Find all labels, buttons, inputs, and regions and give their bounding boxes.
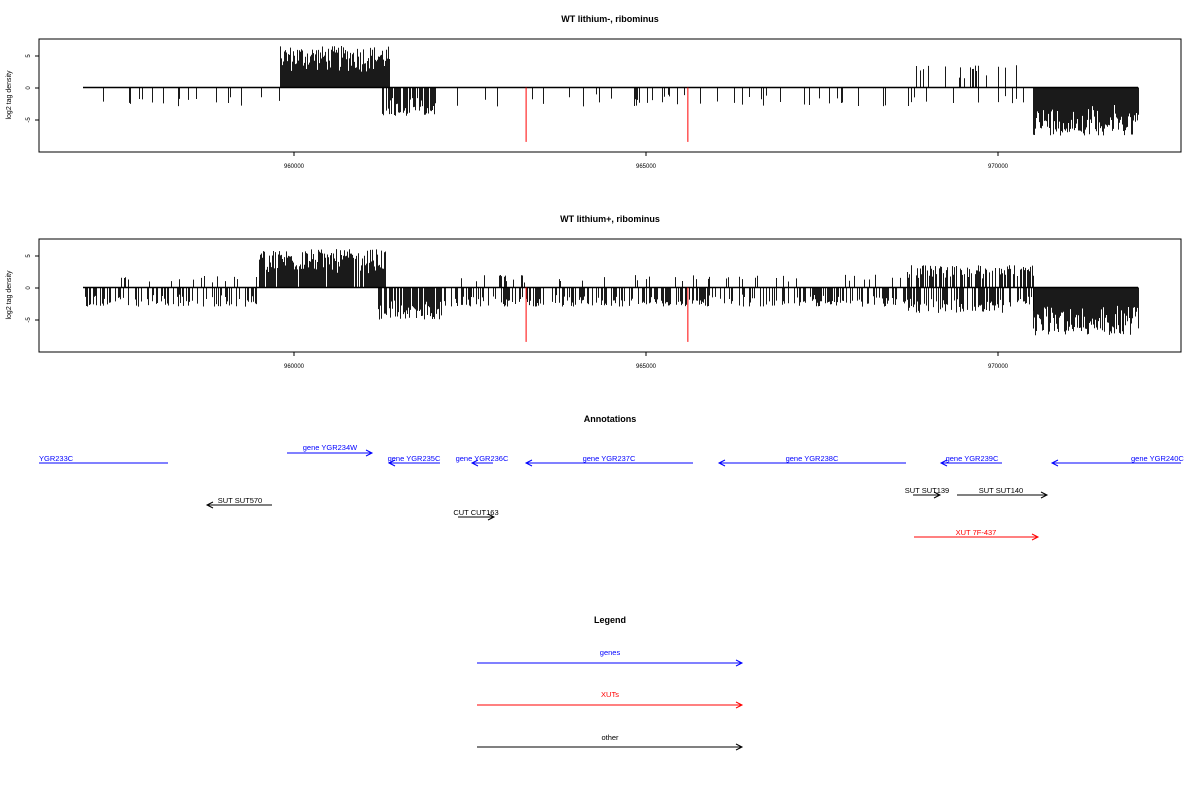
arrowhead-left-icon bbox=[387, 459, 396, 467]
arrowhead-right-icon bbox=[365, 449, 374, 457]
panel-1-xtick-label: 960000 bbox=[284, 164, 305, 170]
panel-1-ytick-label: 0 bbox=[26, 86, 32, 90]
gene-label: gene YGR234W bbox=[303, 443, 358, 452]
panel-1-frame bbox=[38, 38, 1182, 153]
panel-2-bars bbox=[85, 249, 1139, 342]
arrowhead-right-icon bbox=[487, 513, 496, 521]
panel-2-xtick-label: 965000 bbox=[636, 364, 657, 370]
legend: Legend genes XUTs other bbox=[477, 615, 744, 751]
panel-2-title: WT lithium+, ribominus bbox=[560, 214, 660, 224]
annotations-title: Annotations bbox=[584, 414, 637, 424]
panel-1: WT lithium-, ribominus 5 0 -5 log2 tag d… bbox=[6, 14, 1182, 170]
arrowhead-left-icon bbox=[524, 459, 533, 467]
panel-1-xtick-label: 970000 bbox=[988, 164, 1009, 170]
arrowhead-left-icon bbox=[470, 459, 479, 467]
legend-title: Legend bbox=[594, 615, 626, 625]
panel-1-ytick-label: -5 bbox=[26, 117, 32, 123]
gene-label: gene YGR237C bbox=[583, 454, 636, 463]
panel-2: WT lithium+, ribominus 5 0 -5 log2 tag d… bbox=[6, 214, 1182, 370]
panel-2-xtick-label: 960000 bbox=[284, 364, 305, 370]
panel-2-ytick-label: 0 bbox=[26, 286, 32, 290]
other-label: SUT SUT570 bbox=[218, 496, 262, 505]
arrowhead-right-icon bbox=[933, 491, 942, 499]
panel-1-ylabel: log2 tag density bbox=[6, 70, 13, 120]
panel-2-ytick-label: 5 bbox=[26, 254, 32, 258]
arrowhead-left-icon bbox=[717, 459, 726, 467]
panel-1-xtick-label: 965000 bbox=[636, 164, 657, 170]
arrowhead-right-icon bbox=[735, 743, 744, 751]
other-label: CUT CUT163 bbox=[453, 508, 498, 517]
arrowhead-right-icon bbox=[735, 659, 744, 667]
gene-label: YGR233C bbox=[39, 454, 74, 463]
xut-label: XUT 7F-437 bbox=[956, 528, 997, 537]
arrowhead-left-icon bbox=[1050, 459, 1059, 467]
annotations-track: Annotations YGR233C gene YGR234W gene YG… bbox=[39, 414, 1184, 541]
gene-label: gene YGR239C bbox=[946, 454, 999, 463]
panel-1-title: WT lithium-, ribominus bbox=[561, 14, 659, 24]
panel-1-ytick-label: 5 bbox=[26, 54, 32, 58]
arrowhead-right-icon bbox=[1040, 491, 1049, 499]
other-label: SUT SUT139 bbox=[905, 486, 949, 495]
legend-label-other: other bbox=[601, 733, 619, 742]
panel-2-ytick-label: -5 bbox=[26, 317, 32, 323]
arrowhead-right-icon bbox=[735, 701, 744, 709]
gene-label: gene YGR238C bbox=[786, 454, 839, 463]
arrowhead-left-icon bbox=[205, 501, 214, 509]
panel-1-bars bbox=[103, 46, 1139, 142]
legend-label-xuts: XUTs bbox=[601, 690, 619, 699]
panel-2-xtick-label: 970000 bbox=[988, 364, 1009, 370]
panel-2-frame bbox=[38, 238, 1182, 353]
panel-2-ylabel: log2 tag density bbox=[6, 270, 13, 320]
legend-label-genes: genes bbox=[600, 648, 621, 657]
other-label: SUT SUT140 bbox=[979, 486, 1023, 495]
gene-label: gene YGR235C bbox=[388, 454, 441, 463]
arrowhead-right-icon bbox=[1031, 533, 1040, 541]
arrowhead-left-icon bbox=[939, 459, 948, 467]
gene-label: gene YGR240C bbox=[1131, 454, 1184, 463]
gene-label: gene YGR236C bbox=[456, 454, 509, 463]
